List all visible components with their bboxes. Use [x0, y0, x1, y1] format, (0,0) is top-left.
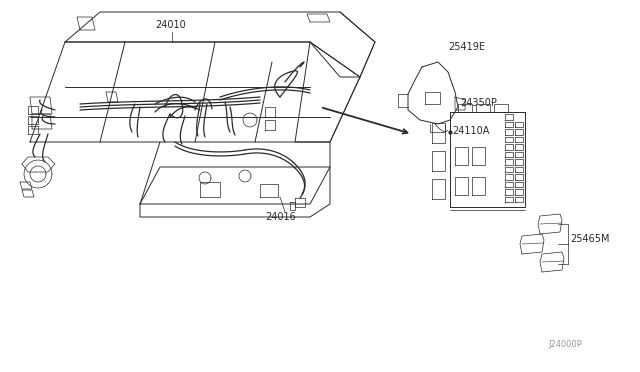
Text: 24010: 24010 [155, 20, 186, 30]
Text: 24350P: 24350P [460, 98, 497, 108]
Text: 25419E: 25419E [448, 42, 485, 52]
Text: 25465M: 25465M [570, 234, 609, 244]
Text: J24000P: J24000P [548, 340, 582, 349]
Text: 24110A: 24110A [452, 126, 490, 136]
Text: 24016: 24016 [265, 212, 296, 222]
